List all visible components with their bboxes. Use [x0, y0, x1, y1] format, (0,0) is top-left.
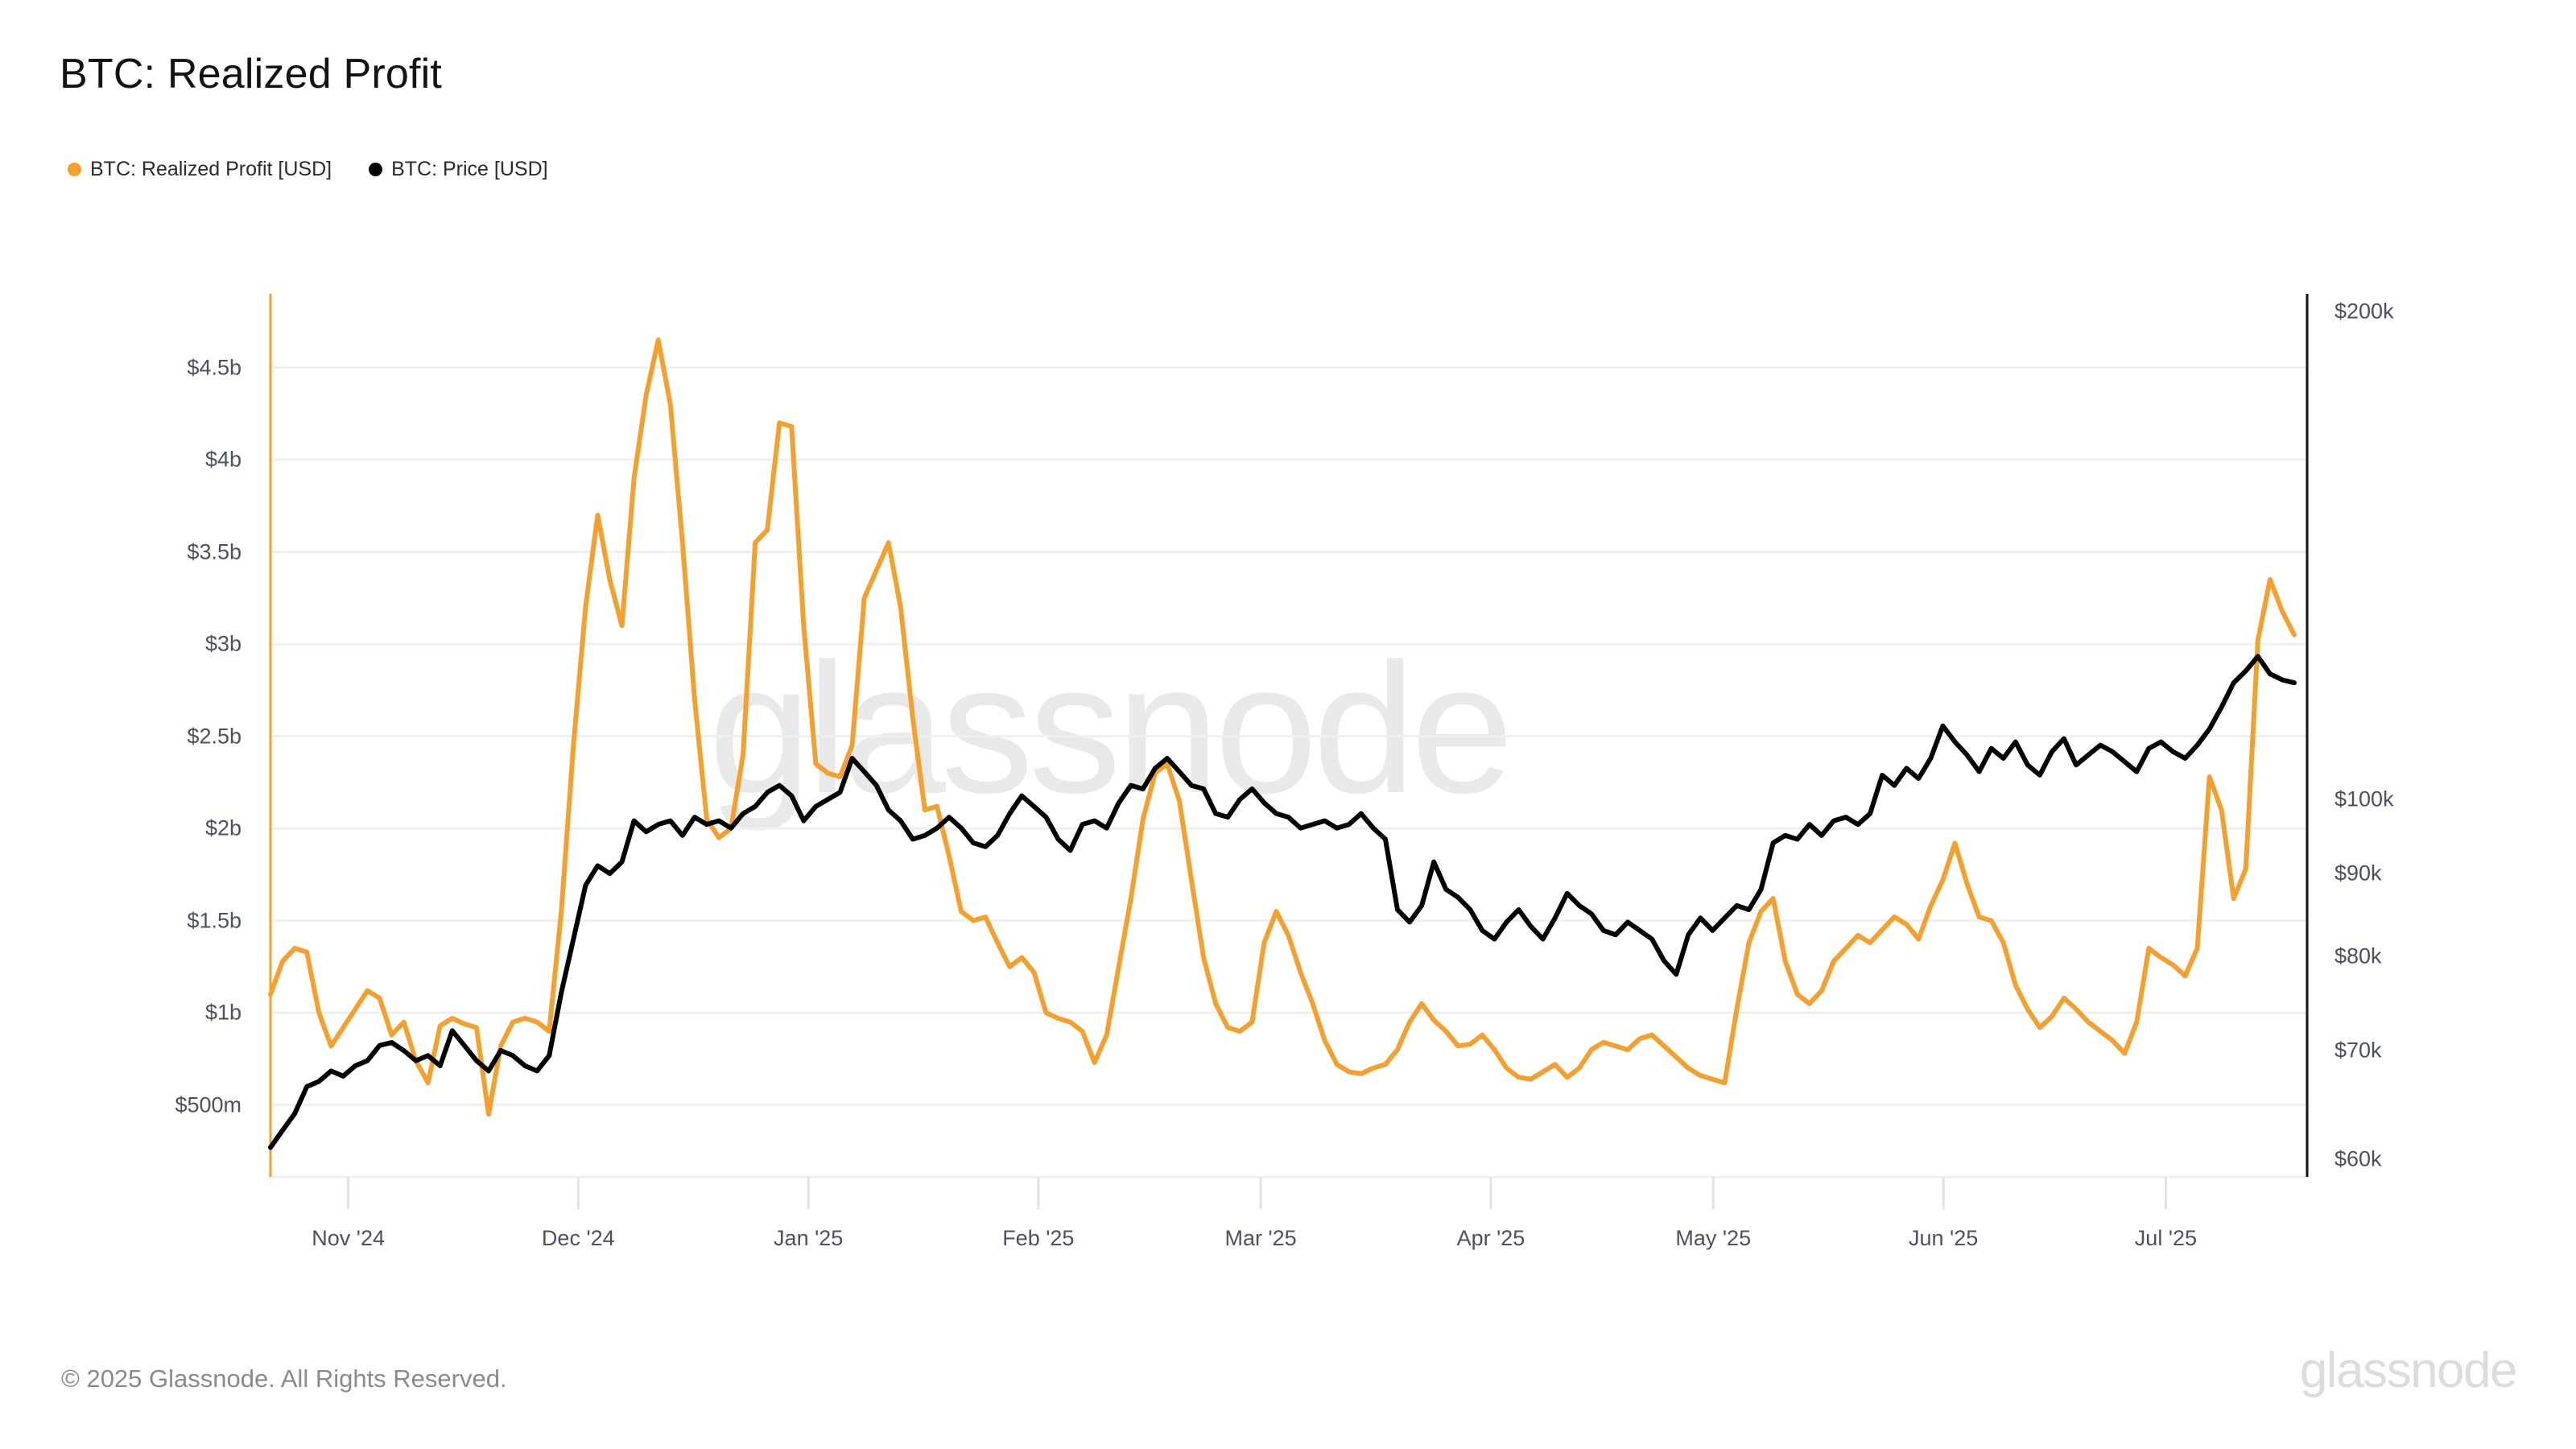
page-title: BTC: Realized Profit — [60, 51, 443, 97]
circle-dot-icon — [369, 163, 383, 176]
chart-legend: BTC: Realized Profit [USD] BTC: Price [U… — [68, 159, 548, 180]
x-axis-tick-label: Feb '25 — [1002, 1226, 1075, 1250]
y-axis-left-tick-label: $2.5b — [187, 724, 242, 749]
y-axis-right-tick-label: $70k — [2334, 1038, 2382, 1063]
legend-label-price: BTC: Price [USD] — [391, 158, 548, 180]
x-axis-tick-label: Mar '25 — [1224, 1226, 1297, 1250]
legend-item-realized-profit[interactable]: BTC: Realized Profit [USD] — [68, 159, 332, 180]
y-axis-left-tick-label: $1b — [204, 1000, 242, 1025]
legend-label-realized-profit: BTC: Realized Profit [USD] — [90, 158, 332, 180]
y-axis-right-tick-label: $80k — [2334, 943, 2382, 968]
y-axis-left-tick-label: $3b — [204, 631, 242, 656]
x-axis-tick-label: Jan '25 — [774, 1226, 844, 1250]
series-line-price — [268, 654, 2297, 1150]
y-axis-right-tick-label: $100k — [2334, 786, 2394, 811]
series-line-realized-profit — [268, 337, 2297, 1117]
x-axis-tick-label: Jul '25 — [2134, 1226, 2198, 1250]
footer-copyright: © 2025 Glassnode. All Rights Reserved. — [61, 1364, 507, 1393]
legend-item-price[interactable]: BTC: Price [USD] — [369, 158, 548, 180]
y-axis-left-tick-label: $4b — [204, 447, 242, 472]
x-axis-tick-label: Nov '24 — [312, 1226, 385, 1250]
gridlines — [270, 366, 2307, 1179]
y-axis-right-tick-label: $60k — [2334, 1146, 2382, 1171]
x-axis-tick-label: Apr '25 — [1456, 1226, 1525, 1250]
y-axis-right-tick-label: $90k — [2334, 861, 2382, 886]
y-axis-left-tick-label: $3.5b — [187, 539, 242, 564]
x-axis-tick-label: May '25 — [1675, 1226, 1752, 1250]
y-axis-left-tick-label: $1.5b — [187, 908, 242, 933]
glassnode-logo: glassnode — [2299, 1343, 2518, 1398]
y-axis-left-tick-label: $2b — [204, 815, 242, 840]
x-axis-tick-label: Dec '24 — [541, 1226, 615, 1250]
y-axis-right-tick-label: $200k — [2334, 299, 2394, 324]
x-tick-marks — [347, 1177, 2167, 1209]
circle-dot-icon — [68, 163, 81, 176]
x-axis-tick-label: Jun '25 — [1909, 1226, 1979, 1250]
y-axis-left-tick-label: $500m — [175, 1092, 242, 1117]
y-axis-left-tick-label: $4.5b — [187, 355, 242, 380]
